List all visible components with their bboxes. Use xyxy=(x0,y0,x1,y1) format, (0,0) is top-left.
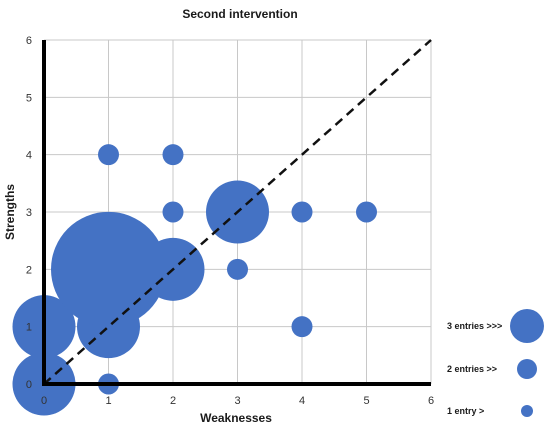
y-tick-label: 3 xyxy=(26,207,32,219)
y-tick-label: 2 xyxy=(26,264,32,276)
x-axis-title: Weaknesses xyxy=(200,411,272,425)
x-tick-label: 0 xyxy=(41,395,47,407)
legend-bubble xyxy=(521,405,533,417)
y-tick-label: 4 xyxy=(26,150,32,162)
diagonal-reference-line xyxy=(43,39,432,385)
bubble-point xyxy=(291,316,313,338)
bubble-point xyxy=(291,201,313,223)
x-axis-ticks: 0 1 2 3 4 5 6 xyxy=(41,395,434,407)
y-axis-ticks: 0 1 2 3 4 5 6 xyxy=(26,35,32,391)
x-tick-label: 4 xyxy=(299,395,305,407)
x-tick-label: 2 xyxy=(170,395,176,407)
bubble-point xyxy=(98,144,119,166)
bubble-series xyxy=(12,144,377,416)
chart-title: Second intervention xyxy=(182,7,297,21)
y-tick-label: 6 xyxy=(26,35,32,47)
axes xyxy=(42,40,431,386)
y-tick-label: 1 xyxy=(26,322,32,334)
y-axis-title: Strengths xyxy=(3,184,17,240)
legend: 3 entries >>> 2 entries >> 1 entry > xyxy=(447,309,544,417)
legend-label: 1 entry > xyxy=(447,406,484,416)
x-tick-label: 1 xyxy=(105,395,111,407)
y-tick-label: 5 xyxy=(26,92,32,104)
x-tick-label: 6 xyxy=(428,395,434,407)
legend-bubble xyxy=(510,309,544,343)
bubble-point xyxy=(162,201,184,223)
legend-bubble xyxy=(517,359,537,379)
bubble-point xyxy=(162,144,184,166)
bubble-point xyxy=(356,201,377,223)
x-tick-label: 3 xyxy=(234,395,240,407)
bubble-point xyxy=(50,211,167,327)
bubble-point xyxy=(227,258,248,280)
x-tick-label: 5 xyxy=(363,395,369,407)
y-tick-label: 0 xyxy=(26,379,32,391)
legend-label: 2 entries >> xyxy=(447,364,497,374)
legend-label: 3 entries >>> xyxy=(447,321,502,331)
